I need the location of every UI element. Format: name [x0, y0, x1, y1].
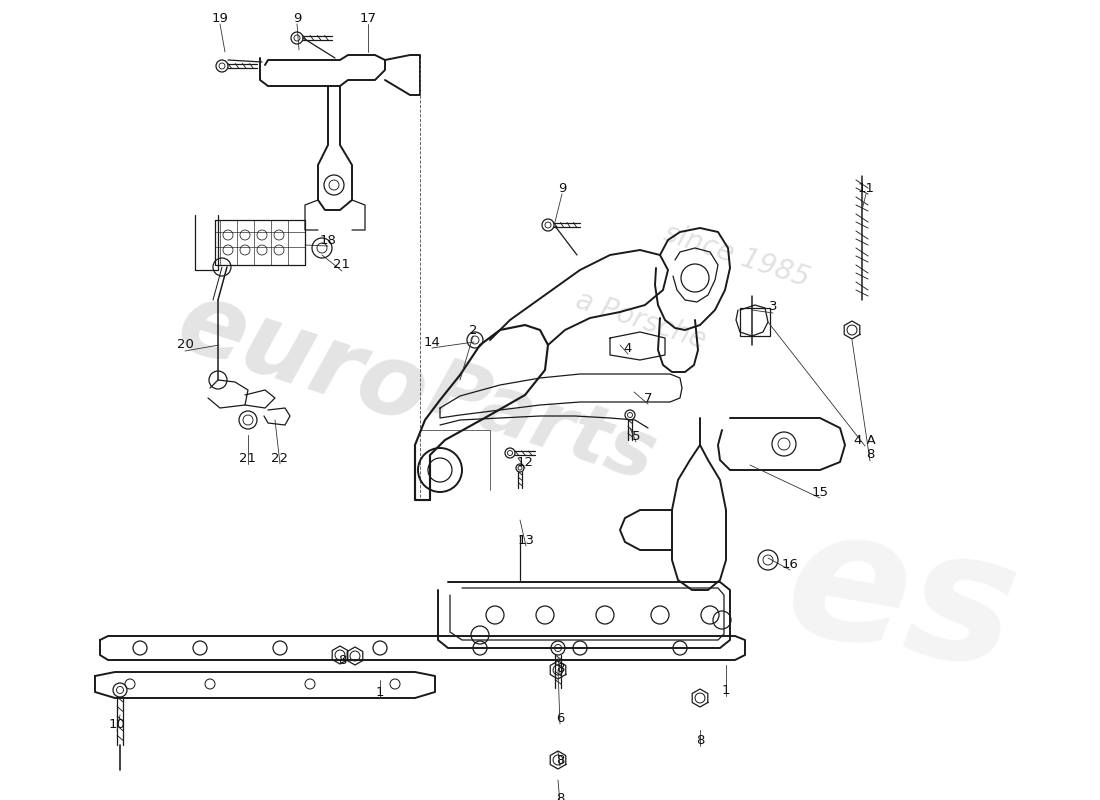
Text: 21: 21 — [240, 451, 256, 465]
Text: 1: 1 — [376, 686, 384, 698]
Text: 11: 11 — [858, 182, 874, 194]
Text: 6: 6 — [556, 711, 564, 725]
Text: 4 A: 4 A — [854, 434, 876, 446]
Text: 8: 8 — [338, 654, 346, 666]
Text: 18: 18 — [320, 234, 337, 246]
Text: since 1985: since 1985 — [660, 219, 813, 293]
Text: 7: 7 — [644, 391, 652, 405]
Text: 13: 13 — [517, 534, 535, 546]
Text: 15: 15 — [812, 486, 828, 498]
Text: 10: 10 — [109, 718, 125, 731]
Text: 9: 9 — [293, 11, 301, 25]
Text: 1: 1 — [722, 683, 730, 697]
Text: 14: 14 — [424, 335, 440, 349]
Text: 8: 8 — [556, 791, 564, 800]
Text: 17: 17 — [360, 11, 376, 25]
Text: es: es — [773, 494, 1031, 706]
Text: 16: 16 — [782, 558, 799, 570]
Text: 2: 2 — [469, 323, 477, 337]
Bar — [740, 308, 770, 336]
Text: 21: 21 — [333, 258, 351, 271]
Text: 8: 8 — [556, 662, 564, 674]
Text: 9: 9 — [558, 182, 566, 194]
Text: 12: 12 — [517, 455, 534, 469]
Text: 20: 20 — [177, 338, 194, 351]
Text: 8: 8 — [696, 734, 704, 746]
Text: 5: 5 — [631, 430, 640, 442]
Text: Parts: Parts — [418, 350, 666, 498]
Text: 8: 8 — [866, 449, 874, 462]
Text: 3: 3 — [769, 301, 778, 314]
Text: 8: 8 — [556, 754, 564, 766]
Text: 22: 22 — [272, 451, 288, 465]
Text: 4: 4 — [624, 342, 632, 354]
Text: 19: 19 — [211, 11, 229, 25]
Text: euro: euro — [165, 274, 440, 446]
Text: a Porsche: a Porsche — [572, 286, 710, 354]
